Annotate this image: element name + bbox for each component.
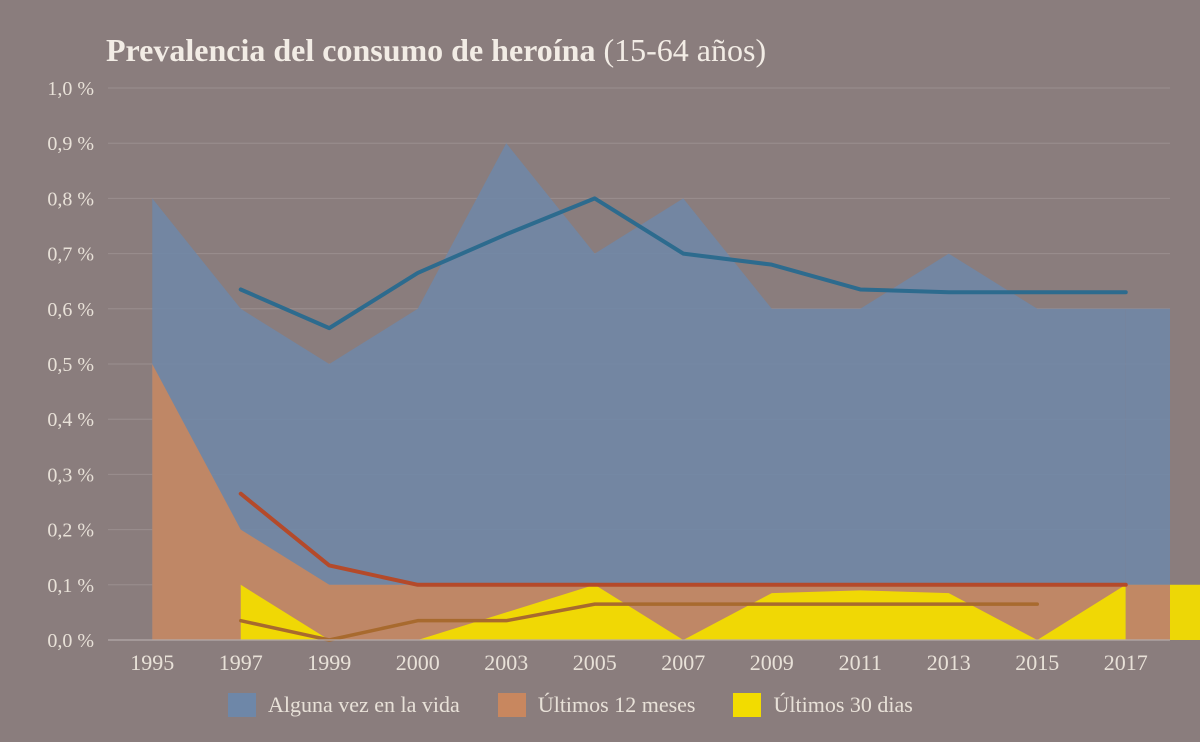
ytick-label: 1,0 %	[47, 78, 94, 100]
xtick-label: 2015	[1015, 650, 1059, 675]
chart-title-light: (15-64 años)	[595, 32, 766, 68]
ytick-label: 0,7 %	[47, 244, 94, 266]
legend-label: Alguna vez en la vida	[268, 692, 460, 718]
legend-item-last12: Últimos 12 meses	[498, 692, 696, 718]
xtick-label: 2000	[396, 650, 440, 675]
xtick-label: 1995	[130, 650, 174, 675]
area-ext-last12	[1126, 585, 1170, 640]
legend-item-lifetime: Alguna vez en la vida	[228, 692, 460, 718]
legend: Alguna vez en la vida Últimos 12 meses Últ…	[228, 692, 913, 718]
chart-svg: 0,0 % 0,1 % 0,2 % 0,3 % 0,4 % 0,5 % 0,6 % 0,7 %…	[0, 0, 1200, 742]
xtick-label: 2009	[750, 650, 794, 675]
chart-title: Prevalencia del consumo de heroína (15-6…	[106, 32, 766, 69]
legend-swatch	[228, 693, 256, 717]
ytick-label: 0,2 %	[47, 520, 94, 542]
chart-title-bold: Prevalencia del consumo de heroína	[106, 32, 595, 68]
xtick-label: 2013	[927, 650, 971, 675]
xtick-label: 2005	[573, 650, 617, 675]
xtick-label: 2007	[661, 650, 705, 675]
xtick-label: 2003	[484, 650, 528, 675]
legend-label: Últimos 30 dias	[773, 692, 912, 718]
ytick-label: 0,4 %	[47, 409, 94, 431]
xtick-label: 1997	[219, 650, 263, 675]
xtick-label: 1999	[307, 650, 351, 675]
legend-swatch	[498, 693, 526, 717]
xtick-label: 2017	[1104, 650, 1148, 675]
ytick-label: 0,8 %	[47, 188, 94, 210]
ytick-label: 0,1 %	[47, 575, 94, 597]
ytick-label: 0,0 %	[47, 630, 94, 652]
ytick-label: 0,6 %	[47, 299, 94, 321]
chart-container: Prevalencia del consumo de heroína (15-6…	[0, 0, 1200, 742]
ytick-label: 0,9 %	[47, 133, 94, 155]
xtick-label: 2011	[839, 650, 882, 675]
legend-label: Últimos 12 meses	[538, 692, 696, 718]
legend-swatch	[733, 693, 761, 717]
ytick-label: 0,5 %	[47, 354, 94, 376]
legend-item-last30: Últimos 30 dias	[733, 692, 912, 718]
ytick-label: 0,3 %	[47, 464, 94, 486]
